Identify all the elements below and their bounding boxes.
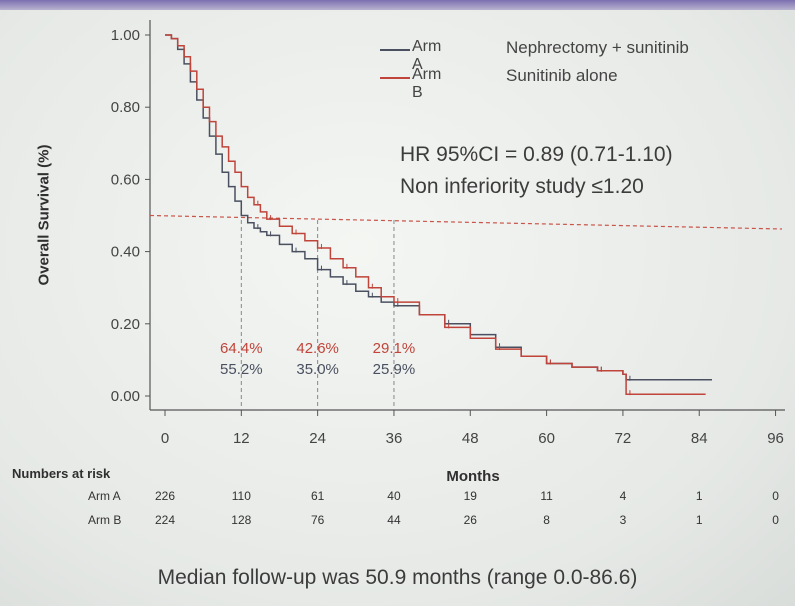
risk-count: 128: [231, 513, 251, 527]
legend-label-arm-b: Arm B: [412, 66, 442, 101]
risk-count: 40: [387, 489, 401, 503]
slide-background: [0, 10, 795, 606]
risk-count: 1: [696, 489, 703, 503]
risk-count: 26: [464, 513, 478, 527]
y-axis-label: Overall Survival (%): [35, 144, 53, 286]
risk-count: 8: [543, 513, 550, 527]
risk-count: 0: [772, 513, 779, 527]
legend-label-arm-a: Arm A: [412, 38, 442, 73]
legend-swatch-arm-b: [380, 77, 410, 79]
slide-top-band: [0, 0, 795, 10]
x-tick-label: 12: [233, 430, 250, 447]
risk-count: 0: [772, 489, 779, 503]
x-axis-label: Months: [446, 468, 500, 485]
arm-a-survival-percent: 35.0%: [296, 361, 339, 378]
x-tick-label: 0: [161, 430, 169, 447]
non-inferiority-text: Non inferiority study ≤1.20: [400, 175, 644, 198]
risk-count: 1: [696, 513, 703, 527]
risk-count: 44: [387, 513, 401, 527]
x-tick-label: 96: [767, 430, 784, 447]
arm-b-survival-percent: 64.4%: [220, 340, 263, 357]
x-tick-label: 24: [309, 430, 326, 447]
x-tick-label: 36: [386, 430, 403, 447]
median-follow-up-text: Median follow-up was 50.9 months (range …: [157, 566, 638, 589]
hazard-ratio-text: HR 95%CI = 0.89 (0.71-1.10): [400, 143, 673, 166]
risk-count: 19: [464, 489, 478, 503]
risk-count: 11: [540, 489, 553, 503]
risk-count: 4: [620, 489, 627, 503]
numbers-at-risk-title: Numbers at risk: [12, 466, 111, 481]
risk-count: 76: [311, 513, 325, 527]
x-tick-label: 60: [538, 430, 555, 447]
legend-description-arm-a: Nephrectomy + sunitinib: [506, 38, 689, 57]
risk-count: 110: [232, 489, 251, 503]
x-tick-label: 48: [462, 430, 479, 447]
risk-count: 224: [155, 513, 175, 527]
risk-count: 61: [311, 489, 325, 503]
y-tick-label: 0.80: [111, 99, 140, 116]
median-reference-line: [149, 214, 783, 230]
risk-row-label: Arm B: [88, 513, 121, 527]
arm-a-survival-percent: 55.2%: [220, 361, 263, 378]
risk-count: 3: [620, 513, 627, 527]
arm-b-survival-percent: 29.1%: [373, 340, 416, 357]
y-tick-label: 0.00: [111, 388, 140, 405]
arm-b-survival-percent: 42.6%: [296, 340, 339, 357]
x-tick-label: 84: [691, 430, 708, 447]
survival-curve-arm-b: [165, 34, 706, 395]
legend-description-arm-b: Sunitinib alone: [506, 66, 618, 85]
risk-row-label: Arm A: [88, 489, 121, 503]
risk-count: 226: [155, 489, 175, 503]
x-tick-label: 72: [615, 430, 632, 447]
y-tick-label: 1.00: [111, 27, 140, 44]
y-tick-label: 0.20: [111, 316, 140, 333]
hazard-ratio-box: HR 95%CI = 0.89 (0.71-1.10) Non inferior…: [400, 139, 673, 203]
y-tick-label: 0.40: [111, 244, 140, 261]
arm-a-survival-percent: 25.9%: [373, 361, 416, 378]
y-tick-label: 0.60: [111, 171, 140, 188]
legend-swatch-arm-a: [380, 49, 410, 51]
